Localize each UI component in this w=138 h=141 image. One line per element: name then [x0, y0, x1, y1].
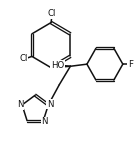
Text: Cl: Cl [19, 54, 27, 63]
Text: N: N [17, 100, 24, 109]
Text: HO: HO [51, 61, 64, 70]
Text: F: F [128, 60, 133, 69]
Text: N: N [41, 117, 48, 126]
Text: Cl: Cl [48, 9, 56, 18]
Text: N: N [47, 100, 53, 109]
